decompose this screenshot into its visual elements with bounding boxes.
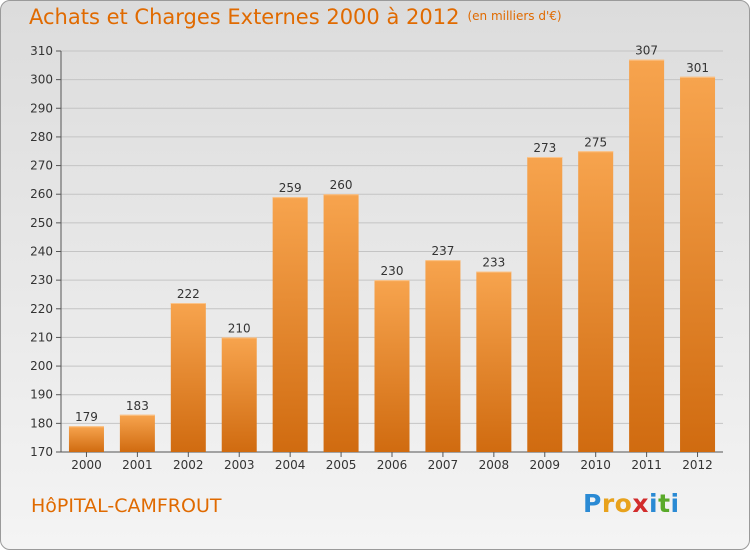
bar (68, 426, 104, 452)
value-label: 179 (75, 410, 98, 424)
y-tick-label: 300 (30, 73, 53, 87)
bar (680, 76, 716, 453)
y-tick-label: 240 (30, 245, 53, 259)
x-tick-label: 2004 (275, 458, 306, 472)
bar (374, 280, 410, 452)
x-tick-label: 2009 (529, 458, 560, 472)
logo-letter: i (649, 489, 659, 518)
y-tick-label: 210 (30, 330, 53, 344)
bar (578, 151, 614, 452)
commune-name: HôPITAL-CAMFROUT (31, 495, 222, 517)
y-tick-label: 180 (30, 416, 53, 430)
value-label: 237 (431, 244, 454, 258)
bar (323, 194, 359, 452)
x-tick-label: 2005 (326, 458, 357, 472)
value-label: 275 (584, 135, 607, 149)
y-tick-label: 220 (30, 302, 53, 316)
y-tick-label: 280 (30, 130, 53, 144)
y-tick-label: 230 (30, 273, 53, 287)
value-label: 259 (279, 181, 302, 195)
value-label: 233 (482, 256, 505, 270)
bar (629, 59, 665, 452)
x-tick-label: 2006 (377, 458, 408, 472)
bar (527, 156, 563, 452)
y-tick-label: 170 (30, 445, 53, 459)
bar (221, 337, 257, 452)
x-tick-label: 2003 (224, 458, 255, 472)
bar (170, 303, 206, 452)
logo-letter: x (632, 489, 649, 518)
x-tick-label: 2007 (428, 458, 459, 472)
bar (476, 271, 512, 452)
value-labels: 179 183 222 210 259 260 230 237 233 273 275 307 301 (75, 44, 709, 425)
value-label: 222 (177, 287, 200, 301)
bar (119, 414, 155, 452)
y-tick-label: 200 (30, 359, 53, 373)
bar (425, 260, 461, 452)
chart-title-block: Achats et Charges Externes 2000 à 2012 (e… (29, 5, 562, 29)
logo-letter: o (614, 489, 633, 518)
x-tick-label: 2000 (71, 458, 102, 472)
value-label: 273 (533, 141, 556, 155)
chart-subtitle: (en milliers d'€) (467, 9, 562, 23)
value-label: 183 (126, 399, 149, 413)
y-tick-label: 190 (30, 388, 53, 402)
value-label: 230 (381, 264, 404, 278)
y-tick-label: 270 (30, 159, 53, 173)
x-tick-label: 2012 (682, 458, 713, 472)
x-tick-label: 2010 (580, 458, 611, 472)
y-tick-label: 260 (30, 187, 53, 201)
chart-title: Achats et Charges Externes 2000 à 2012 (29, 5, 460, 29)
axes: 170 180 190 200 210 220 230 240 250 260 270 280 290 3… (30, 44, 723, 472)
value-label: 307 (635, 44, 658, 58)
value-label: 260 (330, 178, 353, 192)
y-tick-label: 290 (30, 101, 53, 115)
value-label: 210 (228, 321, 251, 335)
x-tick-label: 2002 (173, 458, 204, 472)
y-tick-label: 250 (30, 216, 53, 230)
proxiti-logo: Proxiti (583, 489, 680, 518)
logo-letter: i (670, 489, 680, 518)
x-tick-label: 2001 (122, 458, 153, 472)
logo-letter: t (658, 489, 671, 518)
x-tick-label: 2011 (631, 458, 662, 472)
logo-letter: P (583, 489, 602, 518)
bar (272, 197, 308, 452)
y-tick-label: 310 (30, 44, 53, 58)
value-label: 301 (686, 61, 709, 75)
x-tick-label: 2008 (479, 458, 510, 472)
logo-letter: r (601, 489, 615, 518)
bars (68, 59, 716, 453)
